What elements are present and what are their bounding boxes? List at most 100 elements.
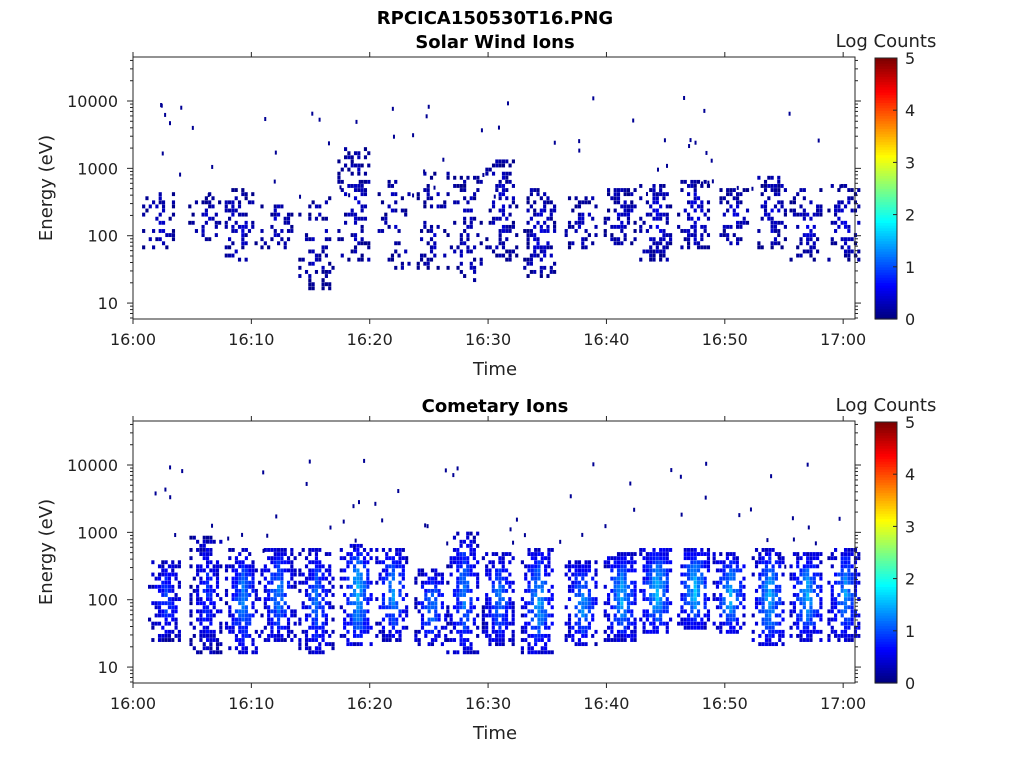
spectrogram-cell <box>417 629 421 634</box>
spectrogram-cell <box>390 253 395 258</box>
spectrogram-cell <box>806 597 810 602</box>
spectrogram-cell <box>491 216 496 221</box>
spectrogram-cell <box>837 633 841 638</box>
spectrogram-cell <box>830 605 834 610</box>
spectrogram-cell <box>488 568 492 573</box>
spectrogram-cell <box>167 588 172 593</box>
spectrogram-cell <box>524 605 528 610</box>
spectrogram-cell <box>754 621 759 626</box>
spectrogram-cell <box>449 629 453 634</box>
spectrogram-cell <box>665 601 669 606</box>
spectrogram-cell <box>620 576 624 581</box>
spectrogram-cell <box>324 613 328 618</box>
spectrogram-cell <box>145 196 149 201</box>
spectrogram-cell <box>350 163 354 168</box>
spectrogram-cell <box>414 576 418 581</box>
spectrogram-cell <box>534 548 538 552</box>
spectrogram-cell <box>426 257 430 262</box>
spectrogram-cell <box>771 629 775 634</box>
spectrogram-cell <box>693 208 697 213</box>
spectrogram-cell <box>616 605 621 610</box>
spectrogram-cell <box>501 204 506 209</box>
spectrogram-cell <box>337 179 341 184</box>
spectrogram-cell <box>642 609 646 614</box>
spectrogram-cell <box>626 560 631 565</box>
spectrogram-cell <box>505 159 509 164</box>
spectrogram-cell <box>367 163 371 168</box>
spectrogram-cell <box>251 572 255 577</box>
spectrogram-cell <box>533 212 537 217</box>
spectrogram-cell <box>314 568 319 573</box>
spectrogram-cell <box>174 533 177 538</box>
colorbar-segment <box>875 86 897 90</box>
spectrogram-cell <box>788 111 791 116</box>
spectrogram-cell <box>773 204 778 209</box>
spectrogram-cell <box>662 560 666 565</box>
spectrogram-cell <box>357 241 361 246</box>
spectrogram-cell <box>799 633 803 638</box>
spectrogram-cell <box>504 613 509 618</box>
spectrogram-cell <box>662 588 666 593</box>
spectrogram-cell <box>693 580 697 585</box>
spectrogram-cell <box>606 613 611 618</box>
spectrogram-cell <box>273 605 277 610</box>
spectrogram-cell <box>495 609 499 614</box>
spectrogram-cell <box>623 224 627 229</box>
spectrogram-cell <box>212 601 216 606</box>
spectrogram-cell <box>224 208 228 213</box>
spectrogram-cell <box>324 629 328 634</box>
spectrogram-cell <box>591 633 595 638</box>
spectrogram-cell <box>537 568 541 573</box>
spectrogram-cell <box>234 593 239 597</box>
spectrogram-cell <box>735 629 739 634</box>
spectrogram-cell <box>452 535 457 540</box>
spectrogram-cell <box>649 188 653 192</box>
spectrogram-cell <box>260 204 264 209</box>
spectrogram-cell <box>305 481 308 486</box>
spectrogram-cell <box>735 560 739 565</box>
spectrogram-cell <box>774 605 778 610</box>
spectrogram-cell <box>722 621 726 626</box>
spectrogram-cell <box>505 237 509 242</box>
spectrogram-cell <box>466 245 470 250</box>
spectrogram-cell <box>157 601 162 606</box>
spectrogram-cell <box>367 245 371 250</box>
spectrogram-cell <box>712 593 716 597</box>
spectrogram-cell <box>834 556 838 561</box>
spectrogram-cell <box>549 212 553 217</box>
spectrogram-cell <box>446 580 450 585</box>
spectrogram-cell <box>770 208 774 213</box>
spectrogram-cell <box>606 556 611 561</box>
spectrogram-cell <box>400 261 404 266</box>
spectrogram-cell <box>526 241 530 246</box>
spectrogram-cell <box>270 572 274 577</box>
spectrogram-cell <box>630 593 634 597</box>
spectrogram-cell <box>773 229 778 233</box>
spectrogram-cell <box>469 597 473 602</box>
spectrogram-cell <box>814 541 817 546</box>
spectrogram-cell <box>463 241 467 246</box>
spectrogram-cell <box>652 196 656 201</box>
spectrogram-cell <box>655 200 659 205</box>
spectrogram-cell <box>280 572 284 577</box>
spectrogram-cell <box>308 597 312 602</box>
spectrogram-cell <box>177 629 181 634</box>
spectrogram-cell <box>652 237 656 242</box>
spectrogram-cell <box>192 625 196 630</box>
spectrogram-cell <box>774 621 778 626</box>
spectrogram-cell <box>481 617 485 622</box>
spectrogram-cell <box>626 625 631 630</box>
spectrogram-cell <box>311 625 315 630</box>
spectrogram-cell <box>167 584 172 589</box>
colorbar-segment <box>875 518 897 522</box>
colorbar-segment <box>875 206 897 210</box>
spectrogram-cell <box>155 237 159 242</box>
spectrogram-cell <box>777 241 781 246</box>
spectrogram-cell <box>495 621 499 626</box>
spectrogram-cell <box>763 200 768 205</box>
spectrogram-cell <box>349 560 353 565</box>
spectrogram-cell <box>547 613 551 618</box>
spectrogram-cell <box>843 564 848 569</box>
spectrogram-cell <box>228 605 232 610</box>
spectrogram-cell <box>363 147 368 152</box>
